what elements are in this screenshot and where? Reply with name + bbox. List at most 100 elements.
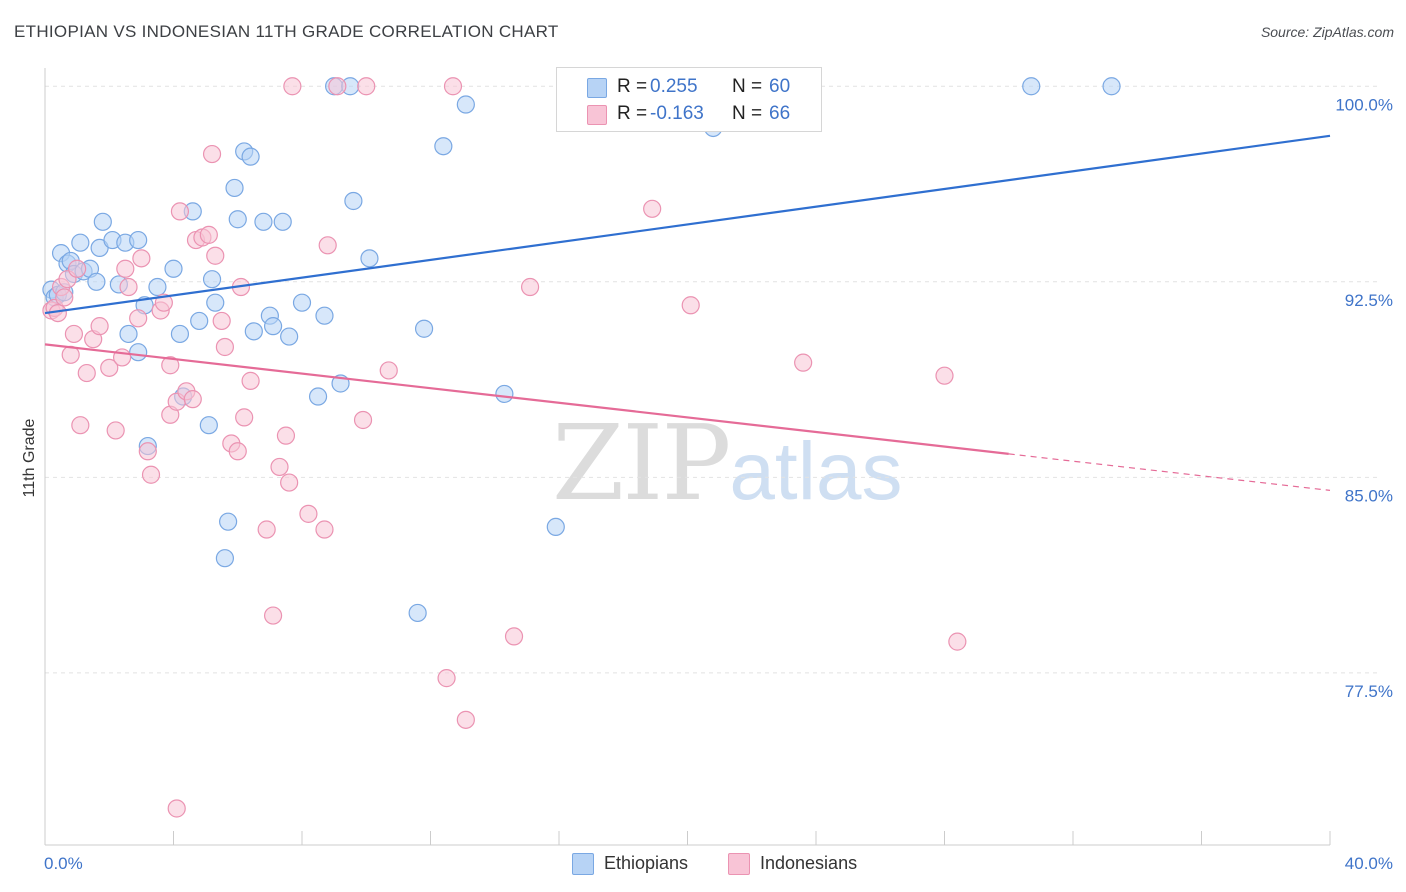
ethiopian-point xyxy=(292,293,312,312)
ethiopians-n-value: 60 xyxy=(769,76,791,97)
ethiopian-point xyxy=(408,603,427,623)
indonesian-point xyxy=(437,669,456,688)
ethiopian-point xyxy=(344,191,363,211)
indonesian-point xyxy=(357,77,376,96)
indonesian-point xyxy=(64,324,84,344)
indonesians-swatch xyxy=(587,105,607,125)
ethiopian-point xyxy=(273,212,292,231)
ethiopian-point xyxy=(71,233,90,252)
source-label: Source: ZipAtlas.com xyxy=(1260,24,1394,40)
ethiopian-point xyxy=(414,319,434,338)
ethiopian-point xyxy=(202,270,222,289)
indonesian-point xyxy=(935,366,954,385)
indonesian-point xyxy=(215,337,234,357)
indonesian-point xyxy=(116,259,135,278)
watermark-atlas: atlas xyxy=(729,426,903,517)
correlation-legend: R = 0.255 N = 60 R = -0.163 N = 66 xyxy=(556,67,822,132)
ethiopians-legend-label: Ethiopians xyxy=(604,853,689,873)
y-tick-label: 100.0% xyxy=(1335,95,1393,114)
indonesian-point xyxy=(299,504,318,523)
indonesians-legend-swatch xyxy=(728,853,750,875)
indonesian-point xyxy=(129,309,148,328)
x-tick-label-min: 0.0% xyxy=(44,854,83,873)
indonesian-point xyxy=(280,473,299,492)
ethiopians-legend-swatch xyxy=(572,853,594,875)
y-tick-labels: 77.5% 85.0% 92.5% 100.0% xyxy=(1335,95,1393,701)
indonesian-point xyxy=(77,363,96,383)
indonesian-point xyxy=(643,199,662,218)
ethiopian-point xyxy=(1102,77,1121,96)
ethiopian-point xyxy=(280,327,299,346)
r-label: R = xyxy=(617,103,648,124)
ethiopian-point xyxy=(434,137,453,156)
indonesian-point xyxy=(283,77,302,96)
ethiopian-point xyxy=(93,212,112,231)
indonesians-trend-extension xyxy=(1008,453,1331,491)
ethiopian-point xyxy=(263,317,283,336)
ethiopian-point xyxy=(241,147,260,166)
indonesian-point xyxy=(315,520,334,539)
ethiopian-point xyxy=(87,272,106,291)
indonesian-point xyxy=(681,296,700,315)
indonesian-point xyxy=(241,371,260,390)
ethiopian-point xyxy=(129,230,148,250)
ethiopian-point xyxy=(495,384,514,404)
indonesian-point xyxy=(235,408,254,427)
indonesian-point xyxy=(170,202,190,221)
ethiopian-point xyxy=(129,343,148,362)
ethiopians-swatch xyxy=(587,78,607,98)
indonesian-point xyxy=(154,293,173,312)
ethiopian-point xyxy=(1022,77,1041,96)
ethiopian-point xyxy=(119,324,138,344)
r-label: R = xyxy=(617,76,648,97)
indonesian-point xyxy=(379,361,398,380)
indonesian-point xyxy=(228,442,247,461)
indonesian-point xyxy=(948,632,967,651)
indonesian-point xyxy=(167,799,186,818)
ethiopian-point xyxy=(164,259,183,278)
scatter-points xyxy=(42,77,1121,818)
zipatlas-watermark: ZIPatlas xyxy=(552,402,903,524)
indonesian-point xyxy=(443,77,463,96)
indonesian-point xyxy=(90,317,109,336)
x-tick-labels: 0.0% 40.0% xyxy=(44,854,1393,873)
indonesian-point xyxy=(141,465,161,484)
indonesian-point xyxy=(68,259,87,278)
indonesian-point xyxy=(206,246,225,265)
y-tick-label: 77.5% xyxy=(1345,682,1393,701)
indonesians-trend-line xyxy=(44,343,1009,455)
ethiopian-point xyxy=(546,517,565,536)
indonesian-point xyxy=(353,410,373,430)
y-tick-label: 92.5% xyxy=(1345,291,1393,310)
n-label: N = xyxy=(732,103,763,124)
indonesian-point xyxy=(276,426,296,445)
indonesian-point xyxy=(318,236,337,255)
x-tick-label-max: 40.0% xyxy=(1345,854,1393,873)
indonesian-point xyxy=(504,627,524,646)
indonesian-point xyxy=(520,277,540,297)
indonesian-point xyxy=(270,457,289,477)
indonesian-point xyxy=(456,710,475,729)
ethiopian-point xyxy=(148,277,167,297)
y-tick-label: 85.0% xyxy=(1345,486,1393,505)
indonesian-point xyxy=(132,249,151,268)
indonesian-point xyxy=(199,225,218,244)
ethiopian-point xyxy=(190,311,209,331)
indonesians-legend-label: Indonesians xyxy=(760,853,858,873)
ethiopian-point xyxy=(225,178,244,198)
ethiopian-point xyxy=(360,249,379,268)
indonesian-point xyxy=(106,421,125,440)
indonesian-point xyxy=(119,277,138,297)
indonesian-point xyxy=(55,288,74,307)
ethiopian-point xyxy=(206,293,225,312)
ethiopian-point xyxy=(315,306,334,325)
n-label: N = xyxy=(732,76,763,97)
indonesian-point xyxy=(794,353,813,372)
indonesian-point xyxy=(183,390,202,409)
ethiopian-point xyxy=(215,549,234,568)
ethiopians-trend-line xyxy=(44,134,1331,315)
indonesian-point xyxy=(161,356,180,375)
ethiopian-point xyxy=(456,95,475,114)
indonesian-point xyxy=(71,416,90,435)
